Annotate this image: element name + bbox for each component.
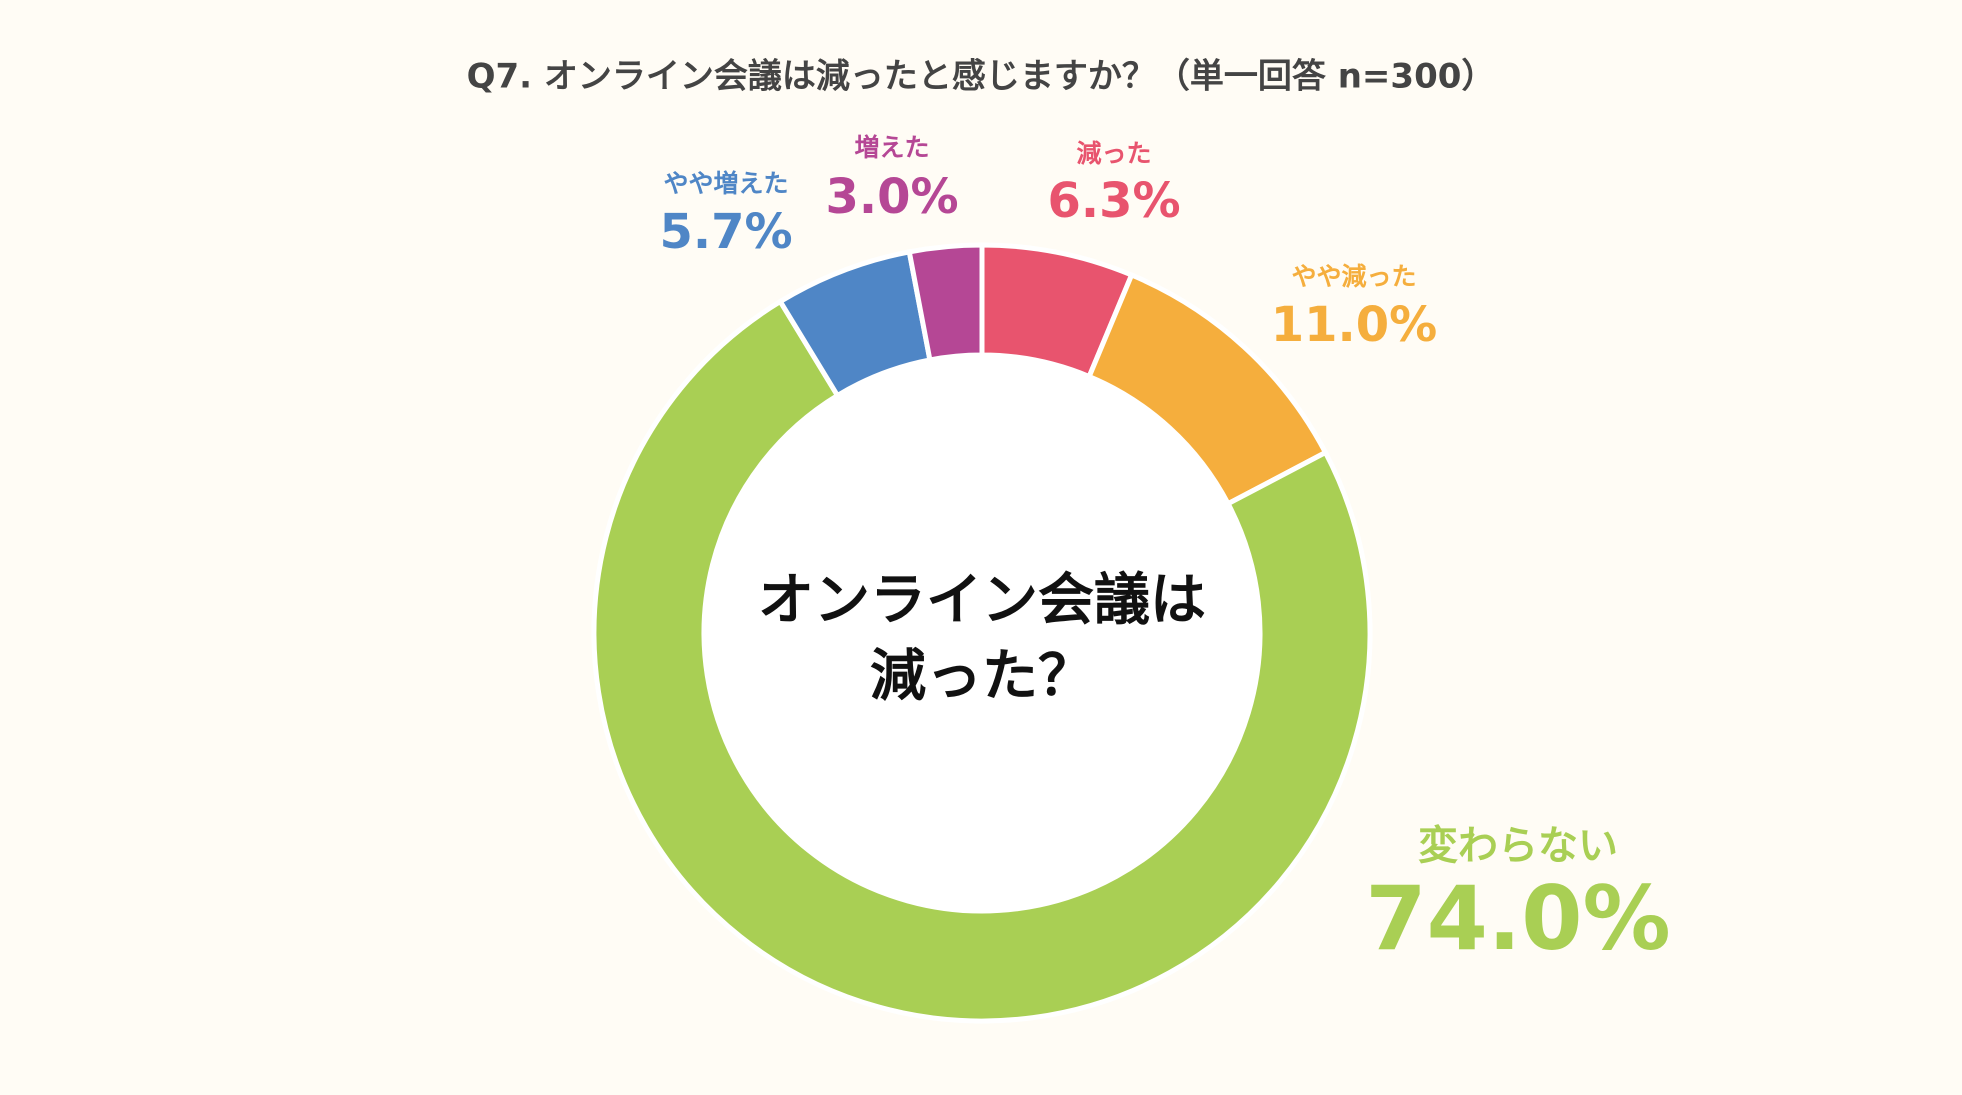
donut-segment <box>591 298 1373 1024</box>
value-label: 74.0% <box>1365 867 1670 970</box>
category-label: 増えた <box>854 133 929 162</box>
center-text: オンライン会議は <box>758 568 1206 633</box>
donut-hole <box>704 355 1260 911</box>
value-label: 11.0% <box>1271 297 1438 353</box>
category-label: やや減った <box>1291 262 1416 291</box>
category-label: やや増えた <box>663 169 788 198</box>
category-label: 変わらない <box>1418 823 1618 869</box>
category-label: 減った <box>1076 139 1151 168</box>
chart-title: Q7. オンライン会議は減ったと感じますか？（単一回答 n=300） <box>467 57 1496 97</box>
value-label: 5.7% <box>659 204 792 260</box>
value-label: 3.0% <box>825 169 958 225</box>
center-text: 減った？ <box>870 644 1094 709</box>
value-label: 6.3% <box>1047 173 1180 229</box>
